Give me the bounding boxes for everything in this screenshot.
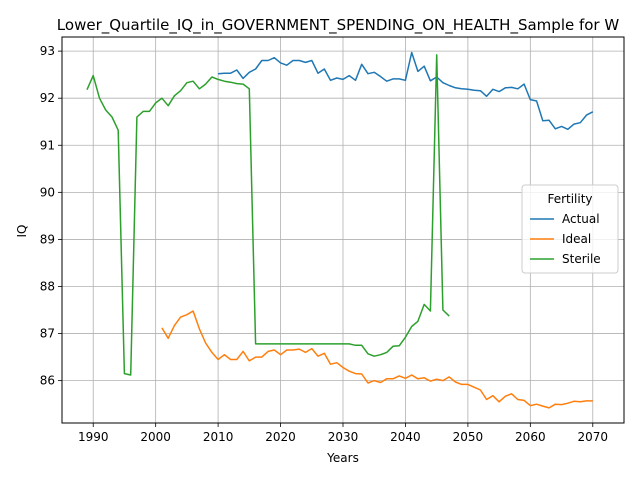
x-tick-label: 2040 (390, 430, 421, 444)
legend-label-sterile: Sterile (562, 252, 601, 266)
x-tick-label: 2050 (453, 430, 484, 444)
series-lines (86, 51, 594, 409)
y-tick-label: 90 (40, 185, 55, 199)
x-tick-label: 2030 (328, 430, 359, 444)
y-tick-label: 89 (40, 232, 55, 246)
legend-label-actual: Actual (562, 212, 600, 226)
legend-label-ideal: Ideal (562, 232, 591, 246)
x-tick-label: 1990 (78, 430, 109, 444)
y-tick-label: 91 (40, 138, 55, 152)
legend: Fertility Actual Ideal Sterile (521, 184, 619, 274)
x-tick-label: 2070 (578, 430, 609, 444)
legend-box (521, 184, 619, 274)
series-line-sterile (86, 54, 450, 376)
x-axis-label: Years (326, 451, 359, 465)
y-tick-label: 92 (40, 91, 55, 105)
series-line-actual (218, 51, 594, 131)
y-tick-label: 88 (40, 279, 55, 293)
series-line-ideal (161, 310, 593, 409)
y-tick-label: 93 (40, 44, 55, 58)
x-tick-label: 2010 (203, 430, 234, 444)
y-tick-label: 87 (40, 327, 55, 341)
legend-title: Fertility (547, 192, 592, 206)
x-tick-label: 2060 (515, 430, 546, 444)
x-tick-label: 2000 (140, 430, 171, 444)
y-tick-label: 86 (40, 374, 55, 388)
chart-title: Lower_Quartile_IQ_in_GOVERNMENT_SPENDING… (57, 16, 620, 35)
axis-ticks: 1990 2000 2010 2020 2030 2040 2050 2060 2070 86 87… (40, 44, 608, 444)
y-axis-label: IQ (15, 225, 29, 238)
x-tick-label: 2020 (265, 430, 296, 444)
